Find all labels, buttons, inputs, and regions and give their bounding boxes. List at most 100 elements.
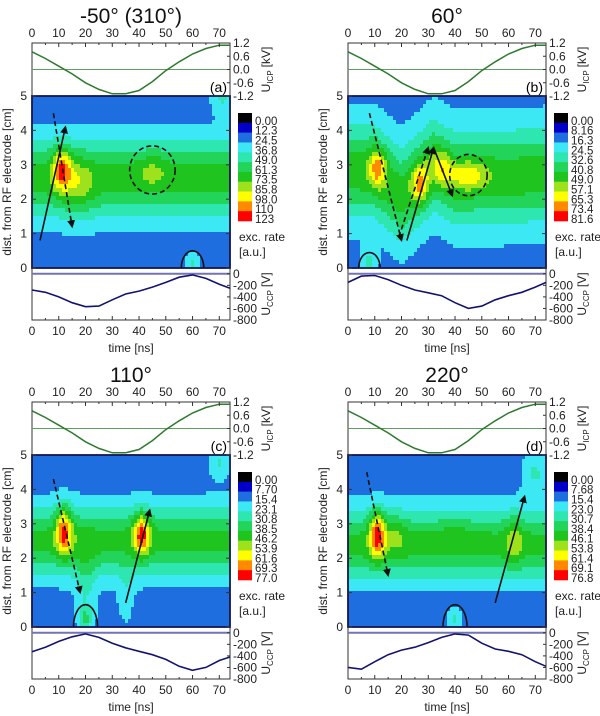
heatmap-cell	[426, 112, 430, 117]
heatmap-cell	[396, 204, 400, 209]
heatmap-cell	[77, 100, 81, 105]
heatmap-cell	[429, 200, 433, 205]
heatmap-cell	[167, 212, 171, 217]
heatmap-cell	[101, 156, 105, 161]
heatmap-cell	[417, 116, 421, 121]
heatmap-cell	[65, 232, 69, 237]
heatmap-cell	[426, 188, 430, 193]
heatmap-cell	[68, 176, 72, 181]
heatmap-cell	[348, 212, 352, 217]
heatmap-cell	[396, 172, 400, 177]
heatmap-cell	[462, 184, 466, 189]
heatmap-cell	[191, 128, 195, 133]
heatmap-cell	[101, 120, 105, 125]
heatmap-cell	[363, 180, 367, 185]
heatmap-cell	[534, 124, 538, 129]
heatmap-cell	[116, 196, 120, 201]
heatmap-cell	[432, 132, 436, 137]
heatmap-cell	[134, 216, 138, 221]
heatmap-cell	[173, 108, 177, 113]
heatmap-cell	[74, 196, 78, 201]
heatmap-cell	[420, 212, 424, 217]
heatmap-cell	[128, 260, 132, 265]
heatmap-cell	[399, 172, 403, 177]
heatmap-cell	[95, 216, 99, 221]
heatmap-cell	[495, 120, 499, 125]
heatmap-cell	[83, 168, 87, 173]
heatmap-cell	[351, 160, 355, 165]
heatmap-cell	[140, 204, 144, 209]
heatmap-cell	[357, 128, 361, 133]
heatmap-cell	[417, 108, 421, 113]
heatmap-cell	[137, 164, 141, 169]
heatmap-cell	[525, 188, 529, 193]
heatmap-cell	[408, 132, 412, 137]
heatmap-cell	[474, 156, 478, 161]
heatmap-cell	[209, 104, 213, 109]
heatmap-cell	[89, 112, 93, 117]
heatmap-cell	[507, 152, 511, 157]
heatmap-cell	[32, 176, 36, 181]
heatmap-cell	[47, 100, 51, 105]
heatmap-cell	[429, 160, 433, 165]
heatmap-cell	[194, 104, 198, 109]
heatmap-cell	[378, 116, 382, 121]
heatmap-cell	[492, 140, 496, 145]
heatmap-cell	[206, 144, 210, 149]
heatmap-cell	[68, 112, 72, 117]
heatmap-cell	[528, 180, 532, 185]
heatmap-cell	[155, 224, 159, 229]
heatmap-cell	[390, 124, 394, 129]
heatmap-cell	[215, 108, 219, 113]
heatmap-cell	[95, 140, 99, 145]
heatmap-cell	[83, 180, 87, 185]
heatmap-cell	[492, 112, 496, 117]
heatmap-cell	[161, 140, 165, 145]
heatmap-cell	[215, 104, 219, 109]
heatmap-cell	[125, 124, 129, 129]
heatmap-cell	[191, 236, 195, 241]
heatmap-cell	[498, 204, 502, 209]
heatmap-cell	[77, 212, 81, 217]
heatmap-cell	[200, 164, 204, 169]
heatmap-cell	[152, 196, 156, 201]
heatmap-cell	[453, 148, 457, 153]
heatmap-cell	[224, 156, 228, 161]
heatmap-cell	[462, 104, 466, 109]
heatmap-cell	[405, 172, 409, 177]
heatmap-cell	[402, 208, 406, 213]
heatmap-cell	[396, 176, 400, 181]
heatmap-cell	[38, 252, 42, 257]
heatmap-cell	[375, 216, 379, 221]
heatmap-cell	[188, 264, 192, 269]
heatmap-cell	[411, 172, 415, 177]
heatmap-cell	[221, 192, 225, 197]
heatmap-cell	[486, 120, 490, 125]
heatmap-cell	[116, 112, 120, 117]
heatmap-cell	[119, 168, 123, 173]
heatmap-cell	[131, 160, 135, 165]
heatmap-cell	[98, 124, 102, 129]
heatmap-cell	[143, 168, 147, 173]
heatmap-cell	[432, 172, 436, 177]
heatmap-cell	[420, 148, 424, 153]
heatmap-cell	[528, 104, 532, 109]
heatmap-cell	[92, 176, 96, 181]
heatmap-cell	[366, 212, 370, 217]
heatmap-cell	[441, 100, 445, 105]
heatmap-cell	[215, 212, 219, 217]
heatmap-cell	[426, 108, 430, 113]
heatmap-cell	[402, 184, 406, 189]
heatmap-cell	[185, 264, 189, 269]
heatmap-cell	[194, 124, 198, 129]
heatmap-cell	[44, 256, 48, 261]
heatmap-cell	[140, 260, 144, 265]
heatmap-cell	[44, 252, 48, 257]
heatmap-cell	[417, 152, 421, 157]
heatmap-cell	[501, 156, 505, 161]
heatmap-cell	[426, 172, 430, 177]
heatmap-cell	[53, 200, 57, 205]
heatmap-cell	[182, 124, 186, 129]
heatmap-cell	[185, 244, 189, 249]
heatmap-cell	[426, 132, 430, 137]
